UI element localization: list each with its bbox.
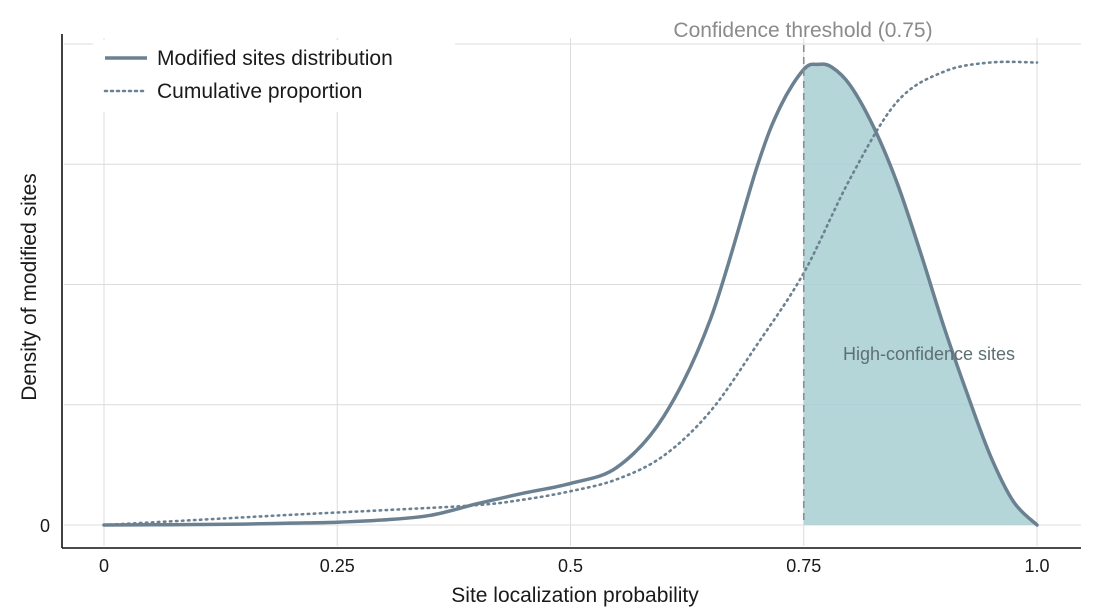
x-tick-label: 0 [99,556,109,576]
x-tick-label: 0.75 [786,556,821,576]
series-lines [102,60,1039,527]
x-axis-title: Site localization probability [451,584,699,607]
x-tick-label: 0.25 [320,556,355,576]
shaded-region-label: High-confidence sites [843,344,1015,364]
y-axis-title: Density of modified sites [18,173,41,401]
legend-background [93,40,455,112]
threshold-label: Confidence threshold (0.75) [673,19,932,42]
series-line-cumulative [102,60,1039,527]
shaded-region [803,64,1037,525]
high-confidence-area [803,64,1037,525]
series-line-distribution [102,62,1039,527]
legend: Modified sites distribution Cumulative p… [93,40,455,112]
x-tick-label: 0.5 [558,556,583,576]
x-tick-label: 1.0 [1024,556,1049,576]
legend-label-distribution: Modified sites distribution [157,47,393,70]
axes [61,34,1081,549]
y-tick-label: 0 [40,516,50,536]
legend-label-cumulative: Cumulative proportion [157,80,362,103]
tick-labels: 0 0.25 0.5 0.75 1.0 0 [40,516,1050,576]
